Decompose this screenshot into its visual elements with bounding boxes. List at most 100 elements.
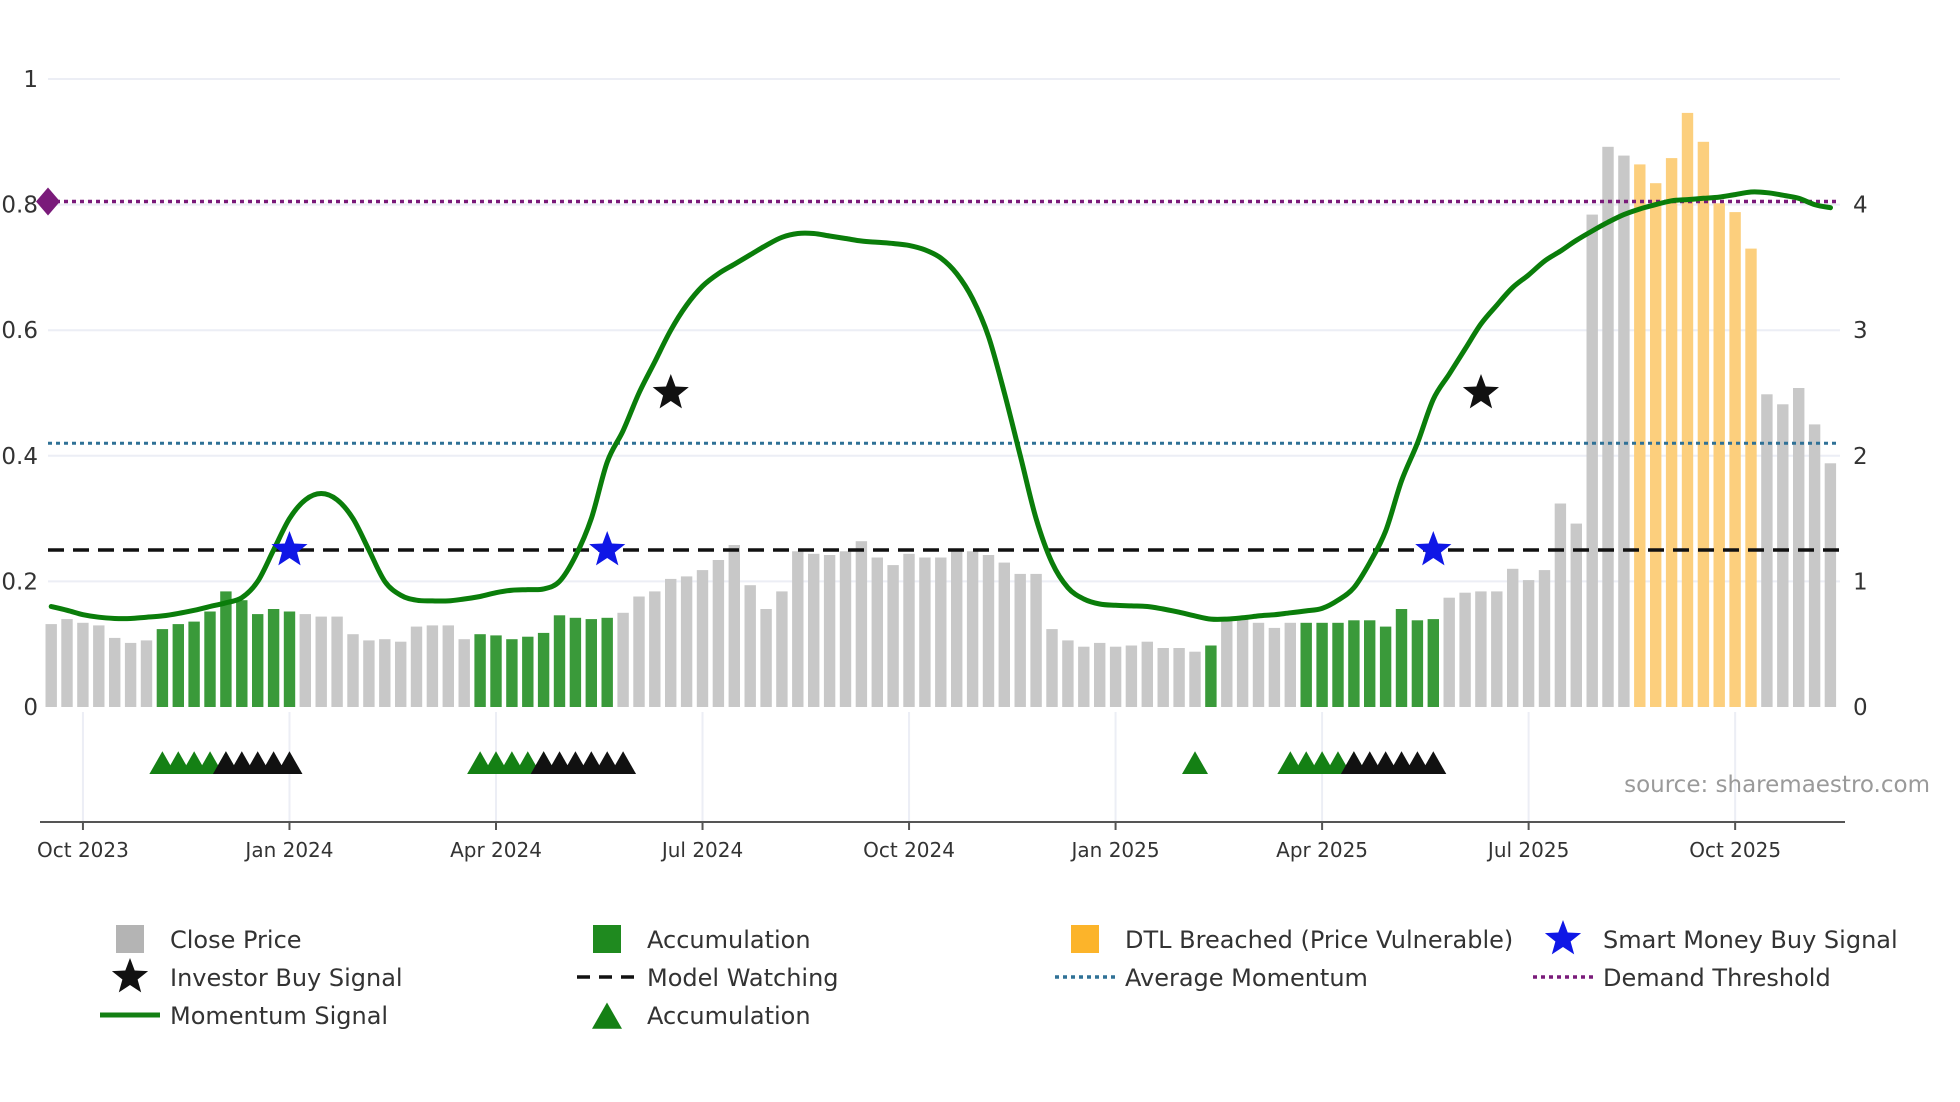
bar-close <box>665 578 677 707</box>
bar-close <box>347 634 359 707</box>
bar-accumulation <box>1427 619 1439 707</box>
source-credit: source: sharemaestro.com <box>1624 772 1930 798</box>
bar-accumulation <box>522 636 534 707</box>
investor-buy-signal <box>1462 374 1499 409</box>
bar-close <box>1236 617 1249 707</box>
bar-accumulation <box>1395 609 1408 707</box>
bar-dtl <box>1634 164 1646 707</box>
bar-accumulation <box>506 639 518 707</box>
left-tick-label: 0.8 <box>1 193 38 219</box>
bar-close <box>1014 573 1026 707</box>
legend-label: Accumulation <box>647 1002 811 1030</box>
bar-close <box>1062 640 1074 707</box>
bar-close <box>1109 646 1122 707</box>
bar-accumulation <box>204 611 216 707</box>
bar-close <box>823 555 836 707</box>
bar-close <box>1046 629 1058 707</box>
legend-swatch <box>1071 925 1099 953</box>
bar-close <box>315 616 327 707</box>
legend-label: Demand Threshold <box>1603 964 1831 992</box>
right-tick-label: 3 <box>1853 318 1868 344</box>
bar-close <box>109 637 121 707</box>
bar-close <box>966 551 979 707</box>
bar-close <box>458 639 470 707</box>
lower-panel <box>81 712 1737 822</box>
bar-close <box>1618 155 1630 708</box>
bar-close <box>1475 591 1487 707</box>
bar-close <box>1221 620 1233 707</box>
bar-close <box>712 560 725 707</box>
legend: Close Price Investor Buy Signal Momentum S… <box>100 920 1898 1030</box>
bar-accumulation <box>553 615 566 707</box>
bar-close <box>982 555 995 707</box>
bar-close <box>1443 597 1455 707</box>
bar-dtl <box>1650 183 1662 707</box>
x-axis: Oct 2023 Jan 2024 Apr 2024 Jul 2024 Oct 2024… <box>37 821 1845 862</box>
bar-close <box>696 570 709 707</box>
legend-swatch <box>111 958 149 993</box>
bar-series <box>45 112 1837 708</box>
bar-close <box>331 616 343 707</box>
bar-close <box>45 624 57 707</box>
legend-label: DTL Breached (Price Vulnerable) <box>1125 926 1513 954</box>
left-tick-label: 0 <box>23 695 38 721</box>
bar-accumulation <box>1205 645 1217 707</box>
bar-close <box>680 576 693 707</box>
bar-close <box>1252 622 1265 707</box>
smart-money-buy-signal <box>1415 531 1452 566</box>
bar-accumulation <box>1332 622 1344 707</box>
bar-close <box>1570 523 1582 707</box>
bar-dtl <box>1697 141 1710 708</box>
bar-close <box>1522 580 1535 707</box>
bar-close <box>124 642 137 707</box>
bar-close <box>1538 570 1551 707</box>
left-tick-label: 0.4 <box>1 444 38 470</box>
bar-close <box>1030 573 1042 707</box>
signal-markers <box>271 374 1499 566</box>
bar-accumulation <box>585 619 597 707</box>
bar-close <box>1824 463 1837 707</box>
bar-close <box>1189 651 1201 707</box>
bar-close <box>395 641 407 707</box>
bar-accumulation <box>283 611 296 707</box>
bar-accumulation <box>267 609 280 707</box>
momentum-series <box>48 189 1833 622</box>
reference-lines <box>36 187 1840 552</box>
bar-close <box>1141 641 1153 707</box>
bar-close <box>379 639 391 707</box>
right-tick-label: 4 <box>1853 193 1868 219</box>
legend-label: Accumulation <box>647 926 811 954</box>
legend-swatch <box>116 925 144 953</box>
legend-swatch <box>1544 920 1582 955</box>
bar-accumulation <box>252 614 264 707</box>
bar-close <box>617 612 629 707</box>
left-axis-ticks: 0 0.2 0.4 0.6 0.8 1 <box>1 67 38 721</box>
bar-close <box>633 596 645 707</box>
x-tick-label: Oct 2023 <box>37 838 129 862</box>
left-tick-label: 1 <box>23 67 38 93</box>
bar-close <box>299 614 311 707</box>
bar-close <box>871 557 883 707</box>
grid-lines <box>48 78 1840 583</box>
bar-accumulation <box>1316 622 1328 707</box>
left-tick-label: 0.6 <box>1 318 38 344</box>
bar-close <box>1777 404 1789 707</box>
bar-close <box>1284 622 1296 707</box>
bar-accumulation <box>601 617 613 707</box>
left-tick-label: 0.2 <box>1 569 38 595</box>
bar-accumulation <box>1411 620 1424 707</box>
bar-accumulation <box>490 635 502 707</box>
bar-close <box>77 622 89 707</box>
legend-label: Average Momentum <box>1125 964 1368 992</box>
bar-close <box>808 553 820 707</box>
bar-accumulation <box>1348 620 1360 707</box>
bar-close <box>903 553 915 707</box>
bar-close <box>93 625 105 707</box>
bar-close <box>1078 646 1090 707</box>
bar-close <box>919 557 931 707</box>
bar-dtl <box>1713 203 1725 708</box>
bar-close <box>776 591 788 707</box>
bar-accumulation <box>474 634 486 707</box>
bar-close <box>1586 214 1598 707</box>
x-tick-label: Jan 2024 <box>243 838 333 862</box>
